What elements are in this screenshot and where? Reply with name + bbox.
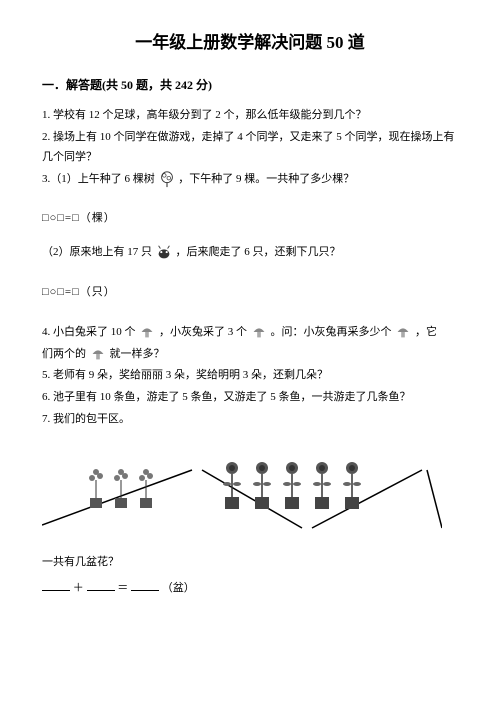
equation-2: □○□=□（只） (42, 283, 458, 303)
blank-3[interactable] (131, 579, 159, 591)
mushroom-icon (89, 345, 107, 363)
blank-1[interactable] (42, 579, 70, 591)
mushroom-icon (138, 323, 156, 341)
mushroom-icon (394, 323, 412, 341)
q3c-text-a: （2）原来地上有 17 只 (42, 246, 152, 258)
q4-b: ，小灰兔采了 3 个 (159, 326, 247, 338)
mushroom-icon (250, 323, 268, 341)
question-7b: 一共有几盆花？ (42, 553, 458, 573)
section-header: 一．解答题(共 50 题，共 242 分) (42, 75, 458, 97)
equation-1: □○□=□（棵） (42, 209, 458, 229)
q3c-text-b: ，后来爬走了 6 只，还剩下几只？ (176, 246, 341, 258)
flower-pots-image (42, 440, 458, 535)
question-4-line2: 们两个的 就一样多？ (42, 345, 458, 365)
equals-sign: ＝ (117, 582, 128, 594)
question-5: 5. 老师有 9 朵，奖给丽丽 3 朵，奖给明明 3 朵，还剩几朵？ (42, 366, 458, 386)
question-1: 1. 学校有 12 个足球，高年级分到了 2 个，那么低年级能分到几个？ (42, 106, 458, 126)
q4-e: 们两个的 (42, 348, 86, 360)
q3-text-b: ，下午种了 9 棵。一共种了多少棵？ (178, 173, 354, 185)
question-7: 7. 我们的包干区。 (42, 410, 458, 430)
question-6: 6. 池子里有 10 条鱼，游走了 5 条鱼，又游走了 5 条鱼，一共游走了几条… (42, 388, 458, 408)
plus-sign: ＋ (73, 582, 84, 594)
q4-a: 4. 小白兔采了 10 个 (42, 326, 136, 338)
q4-c: 。问：小灰兔再采多少个 (271, 326, 392, 338)
unit-label: （盆） (162, 582, 195, 594)
tree-icon (158, 170, 176, 188)
q4-d: ，它 (415, 326, 437, 338)
question-3-1: 3.（1）上午种了 6 棵树 ，下午种了 9 棵。一共种了多少棵？ (42, 170, 458, 190)
question-4: 4. 小白兔采了 10 个 ，小灰兔采了 3 个 。问：小灰兔再采多少个 ，它 (42, 323, 458, 343)
fill-equation: ＋ ＝ （盆） (42, 579, 458, 599)
page-title: 一年级上册数学解决问题 50 道 (42, 28, 458, 59)
bug-icon (155, 244, 173, 262)
question-2: 2. 操场上有 10 个同学在做游戏，走掉了 4 个同学，又走来了 5 个同学，… (42, 128, 458, 168)
q3-text-a: 3.（1）上午种了 6 棵树 (42, 173, 155, 185)
q4-f: 就一样多？ (110, 348, 165, 360)
blank-2[interactable] (87, 579, 115, 591)
question-3-2: （2）原来地上有 17 只 ，后来爬走了 6 只，还剩下几只？ (42, 243, 458, 263)
